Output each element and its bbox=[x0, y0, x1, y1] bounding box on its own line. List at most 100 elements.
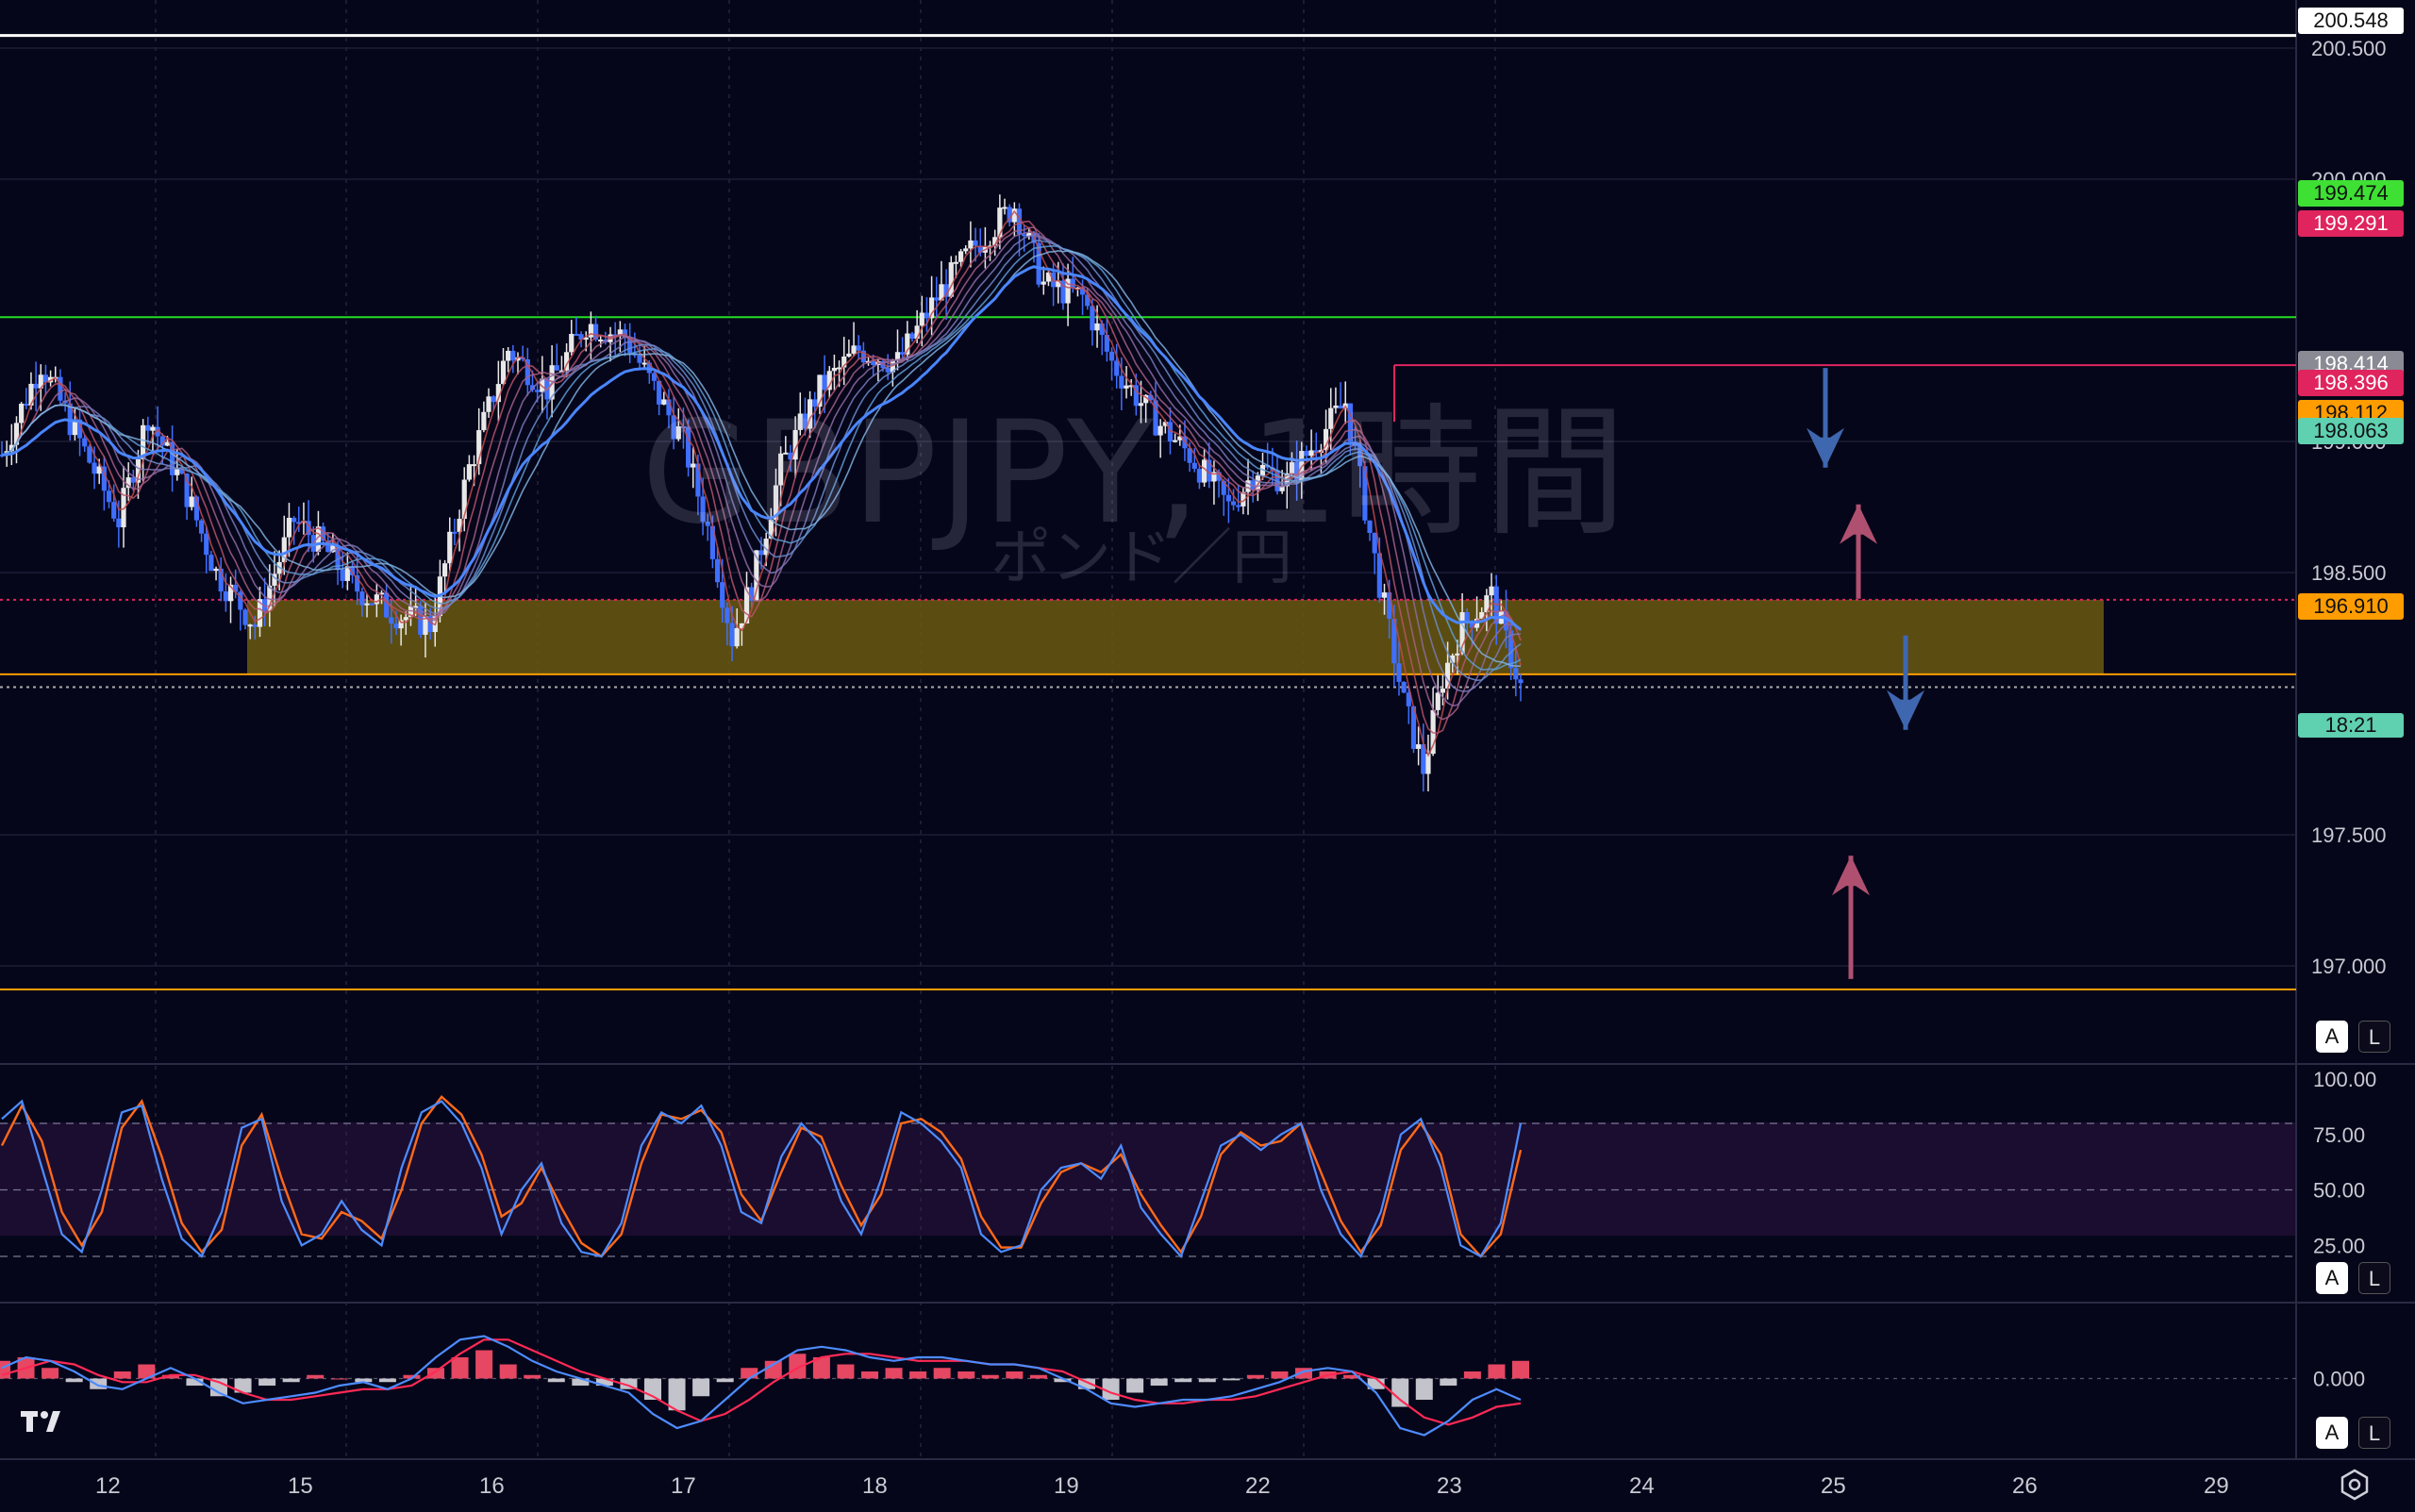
macd-histogram-bar bbox=[909, 1371, 927, 1379]
date-tick-label: 23 bbox=[1437, 1473, 1462, 1499]
candle-body bbox=[1148, 394, 1154, 401]
candle-body bbox=[389, 617, 394, 624]
macd-histogram-bar bbox=[547, 1378, 565, 1383]
candle-body bbox=[894, 352, 901, 361]
macd-histogram-bar bbox=[1126, 1378, 1144, 1393]
candle-body bbox=[340, 569, 345, 581]
candle-body bbox=[1158, 425, 1163, 436]
candle-body bbox=[788, 452, 793, 460]
candle-body bbox=[1367, 520, 1373, 533]
settings-icon[interactable] bbox=[2338, 1468, 2372, 1506]
candle-body bbox=[413, 606, 419, 608]
candle-body bbox=[709, 525, 715, 559]
candle-body bbox=[743, 587, 750, 623]
candle-body bbox=[1308, 450, 1314, 457]
candle-body bbox=[909, 333, 915, 340]
auto-scale-button-price[interactable]: A bbox=[2316, 1021, 2348, 1053]
price-label: 198.396 bbox=[2298, 370, 2404, 396]
candle-body bbox=[598, 339, 604, 341]
candle-body bbox=[778, 453, 784, 486]
moving-average-line bbox=[1, 250, 1521, 667]
candle-body bbox=[1387, 592, 1392, 619]
macd-histogram-bar bbox=[1198, 1378, 1216, 1383]
candle-body bbox=[227, 584, 234, 602]
candle-body bbox=[1201, 459, 1208, 483]
candle-body bbox=[1094, 323, 1100, 331]
candle-body bbox=[977, 245, 983, 253]
stoch-tick-label: 75.00 bbox=[2313, 1123, 2365, 1147]
candle-body bbox=[1313, 450, 1319, 454]
candle-body bbox=[822, 374, 827, 390]
candle-body bbox=[637, 355, 642, 363]
candle-body bbox=[1333, 405, 1339, 408]
macd-histogram-bar bbox=[981, 1374, 999, 1379]
candle-body bbox=[141, 424, 146, 459]
candle-body bbox=[657, 380, 662, 405]
stoch-tick-label: 50.00 bbox=[2313, 1179, 2365, 1203]
moving-average-line bbox=[1, 244, 1522, 671]
candle-body bbox=[403, 617, 408, 621]
candle-body bbox=[1207, 459, 1212, 482]
candle-body bbox=[934, 297, 940, 301]
candle-body bbox=[1138, 403, 1144, 407]
candle-body bbox=[315, 526, 322, 552]
candle-body bbox=[831, 367, 838, 372]
candle-body bbox=[1074, 287, 1081, 290]
candle-body bbox=[675, 426, 681, 440]
candle-body bbox=[218, 568, 224, 591]
candle-body bbox=[729, 623, 735, 647]
candle-body bbox=[369, 603, 375, 606]
candle-body bbox=[739, 623, 744, 629]
candle-body bbox=[1022, 234, 1027, 237]
auto-scale-button-stoch[interactable]: A bbox=[2316, 1262, 2348, 1294]
macd-histogram-bar bbox=[1078, 1378, 1095, 1389]
candle-body bbox=[588, 324, 593, 338]
macd-histogram-bar bbox=[1415, 1378, 1433, 1400]
price-label: 200.548 bbox=[2298, 8, 2404, 34]
candle-body bbox=[1173, 440, 1178, 442]
log-scale-button-macd[interactable]: L bbox=[2358, 1417, 2390, 1449]
log-scale-button-price[interactable]: L bbox=[2358, 1021, 2390, 1053]
candle-body bbox=[272, 573, 277, 586]
macd-histogram-bar bbox=[1174, 1378, 1192, 1383]
candle-body bbox=[121, 488, 126, 528]
candle-body bbox=[1060, 280, 1066, 304]
candle-body bbox=[13, 423, 20, 445]
candle-body bbox=[905, 333, 910, 355]
candle-body bbox=[344, 566, 350, 581]
candle-body bbox=[968, 240, 974, 249]
candle-body bbox=[1090, 306, 1095, 331]
candle-body bbox=[1255, 475, 1260, 490]
log-scale-button-stoch[interactable]: L bbox=[2358, 1262, 2390, 1294]
macd-histogram-bar bbox=[1343, 1374, 1361, 1379]
down-arrow-icon bbox=[1887, 635, 1924, 730]
candle-body bbox=[359, 591, 365, 606]
candle-body bbox=[515, 357, 521, 361]
macd-histogram-bar bbox=[378, 1378, 396, 1383]
candle-body bbox=[836, 367, 842, 370]
candle-body bbox=[223, 590, 228, 602]
candle-body bbox=[758, 550, 764, 556]
candle-body bbox=[242, 609, 248, 625]
candle-body bbox=[851, 345, 857, 354]
candle-body bbox=[812, 399, 818, 407]
stoch-tick-label: 100.00 bbox=[2313, 1068, 2376, 1091]
candle-body bbox=[427, 616, 433, 633]
candle-body bbox=[997, 208, 1003, 238]
candle-body bbox=[817, 374, 823, 407]
candle-body bbox=[924, 312, 930, 319]
candle-body bbox=[349, 566, 356, 575]
candle-body bbox=[1338, 405, 1343, 408]
auto-scale-button-macd[interactable]: A bbox=[2316, 1417, 2348, 1449]
candle-body bbox=[461, 479, 467, 520]
macd-histogram-bar bbox=[789, 1354, 807, 1379]
tradingview-logo-icon[interactable] bbox=[19, 1405, 75, 1442]
candle-body bbox=[1114, 360, 1120, 376]
candle-body bbox=[1104, 335, 1109, 352]
candle-body bbox=[481, 411, 487, 431]
candle-body bbox=[1133, 385, 1139, 407]
candle-body bbox=[1236, 505, 1241, 507]
